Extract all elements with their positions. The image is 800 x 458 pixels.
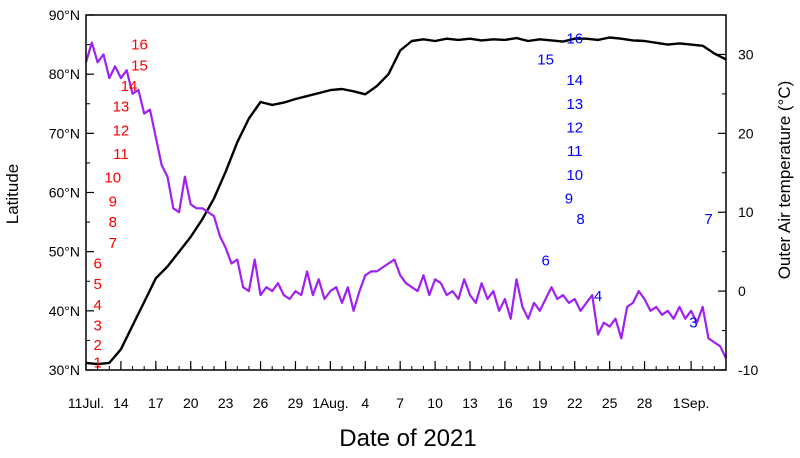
red-route-marker: 5: [93, 276, 101, 293]
x-tick-label: 20: [183, 395, 199, 411]
blue-route-marker: 15: [537, 51, 554, 68]
red-route-marker: 11: [113, 146, 129, 163]
red-route-marker: 13: [113, 99, 130, 116]
blue-route-marker: 8: [576, 211, 584, 228]
x-axis-label: Date of 2021: [339, 425, 476, 452]
temperature-line: [84, 41, 727, 359]
series-layer: [84, 36, 727, 366]
blue-route-marker: 9: [565, 190, 573, 207]
axes-layer: 11Jul. 14 17 20 23 26 29 1Aug. 4 7 10 13 16 19 22 25 28 1…: [49, 7, 759, 411]
red-route-marker: 12: [113, 122, 130, 139]
x-tick-label: 23: [218, 395, 234, 411]
y-left-tick-label: 60°N: [49, 185, 80, 201]
blue-route-marker: 6: [541, 253, 549, 270]
x-tick-label: 16: [497, 395, 513, 411]
x-tick-label: 26: [253, 395, 269, 411]
red-route-marker: 7: [109, 235, 117, 252]
x-tick-label: 1Sep.: [673, 395, 710, 411]
red-route-marker: 3: [93, 318, 101, 335]
y-left-tick-label: 70°N: [49, 125, 80, 141]
y-left-tick-label: 90°N: [49, 7, 80, 23]
red-route-marker: 6: [93, 256, 101, 273]
y-left-tick-label: 50°N: [49, 244, 80, 260]
blue-route-marker: 13: [566, 96, 583, 113]
x-tick-label: 19: [532, 395, 548, 411]
y-left-tick-label: 30°N: [49, 362, 80, 378]
red-route-marker: 2: [93, 337, 101, 354]
red-route-marker: 9: [109, 193, 117, 210]
y-axis-label-right: Outer Air temperature (°C): [775, 81, 794, 280]
x-tick-label: 25: [602, 395, 618, 411]
red-route-marker: 10: [104, 170, 121, 187]
blue-route-marker: 3: [689, 315, 697, 332]
y-left-tick-label: 80°N: [49, 66, 80, 82]
x-tick-label: 29: [288, 395, 304, 411]
red-route-marker: 14: [121, 78, 138, 95]
blue-route-marker: 14: [566, 72, 583, 89]
red-route-marker: 4: [93, 297, 101, 314]
x-tick-label: 11Jul.: [68, 395, 104, 411]
blue-route-marker: 12: [566, 119, 583, 136]
x-tick-label: 17: [148, 395, 164, 411]
x-tick-label: 28: [637, 395, 653, 411]
x-tick-label: 7: [396, 395, 404, 411]
y-left-tick-label: 40°N: [49, 303, 80, 319]
x-tick-label: 13: [462, 395, 478, 411]
red-route-marker: 16: [131, 37, 148, 54]
blue-route-marker: 16: [566, 31, 583, 48]
y-right-tick-label: 20: [738, 125, 754, 141]
blue-route-marker: 4: [594, 288, 602, 305]
red-route-marker: 1: [93, 354, 101, 371]
y-right-tick-label: 0: [738, 283, 746, 299]
red-route-marker: 8: [109, 214, 117, 231]
x-tick-label: 10: [427, 395, 443, 411]
blue-route-marker: 10: [566, 167, 583, 184]
y-right-tick-label: -10: [738, 362, 758, 378]
y-right-tick-label: 10: [738, 204, 754, 220]
y-right-tick-label: 30: [738, 46, 754, 62]
blue-route-marker: 11: [567, 143, 583, 160]
red-route-marker: 15: [131, 57, 148, 74]
annotation-layer: 1234567891011121314151634678910111213141…: [93, 31, 712, 372]
x-tick-label: 14: [113, 395, 129, 411]
x-tick-label: 22: [567, 395, 583, 411]
y-axis-label-left: Latitude: [3, 164, 22, 225]
latitude-line: [85, 36, 727, 366]
x-tick-label: 4: [361, 395, 369, 411]
x-tick-label: 1Aug.: [312, 395, 349, 411]
blue-route-marker: 7: [704, 211, 712, 228]
